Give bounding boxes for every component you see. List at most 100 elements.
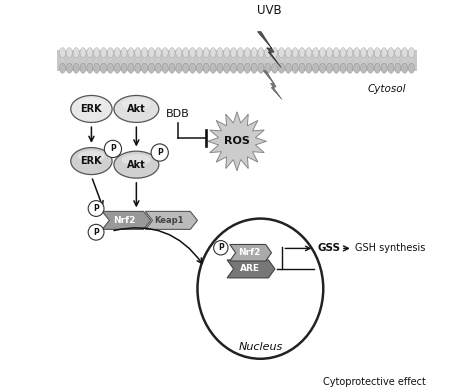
Ellipse shape [410,56,413,64]
Ellipse shape [78,151,105,162]
Ellipse shape [369,56,372,64]
Ellipse shape [273,56,276,64]
Text: P: P [93,228,99,237]
Polygon shape [146,211,198,229]
Ellipse shape [217,63,223,73]
Ellipse shape [258,63,264,73]
Ellipse shape [333,63,339,73]
Ellipse shape [128,63,134,73]
Ellipse shape [129,56,133,64]
Ellipse shape [164,56,167,64]
Ellipse shape [169,48,175,58]
Ellipse shape [114,151,159,178]
Text: P: P [157,148,163,157]
Ellipse shape [122,56,126,64]
Ellipse shape [176,48,182,58]
Ellipse shape [162,48,168,58]
Text: GSH synthesis: GSH synthesis [355,243,425,253]
Text: UVB: UVB [257,4,282,17]
Ellipse shape [361,48,366,58]
Ellipse shape [244,48,250,58]
Ellipse shape [182,48,189,58]
Ellipse shape [361,63,366,73]
Ellipse shape [143,56,146,64]
Ellipse shape [287,56,290,64]
Text: Nrf2: Nrf2 [237,248,260,257]
Ellipse shape [272,63,278,73]
Ellipse shape [327,48,332,58]
Circle shape [104,140,121,158]
Circle shape [214,241,228,255]
Ellipse shape [347,48,353,58]
Ellipse shape [135,48,141,58]
Ellipse shape [148,48,155,58]
Ellipse shape [307,56,310,64]
Ellipse shape [170,56,173,64]
Ellipse shape [121,48,127,58]
Ellipse shape [68,56,71,64]
Ellipse shape [109,56,112,64]
Text: Akt: Akt [127,104,146,114]
Ellipse shape [114,63,120,73]
Ellipse shape [210,63,216,73]
Ellipse shape [71,95,112,123]
Ellipse shape [396,56,400,64]
Ellipse shape [265,63,271,73]
Ellipse shape [114,95,159,123]
Ellipse shape [203,48,209,58]
Ellipse shape [285,48,292,58]
Text: ERK: ERK [81,104,102,114]
Ellipse shape [82,56,85,64]
Ellipse shape [100,48,107,58]
Ellipse shape [66,63,73,73]
Ellipse shape [78,99,105,110]
Ellipse shape [232,56,235,64]
Ellipse shape [388,63,394,73]
Ellipse shape [299,63,305,73]
Polygon shape [102,211,151,229]
Ellipse shape [155,63,161,73]
Ellipse shape [306,48,312,58]
Ellipse shape [184,56,187,64]
Ellipse shape [177,56,181,64]
Ellipse shape [383,56,386,64]
Ellipse shape [218,56,222,64]
FancyArrowPatch shape [114,228,202,263]
Ellipse shape [278,63,284,73]
Ellipse shape [280,56,283,64]
Ellipse shape [59,48,65,58]
Text: Keap1: Keap1 [155,216,184,225]
Ellipse shape [121,63,127,73]
Ellipse shape [94,48,100,58]
Ellipse shape [80,63,86,73]
Ellipse shape [313,48,319,58]
Ellipse shape [94,63,100,73]
Ellipse shape [142,48,147,58]
Ellipse shape [251,63,257,73]
Ellipse shape [225,56,228,64]
Ellipse shape [292,63,298,73]
Ellipse shape [114,48,120,58]
Ellipse shape [301,56,304,64]
Ellipse shape [395,48,401,58]
Ellipse shape [251,48,257,58]
Ellipse shape [148,63,155,73]
Ellipse shape [150,56,153,64]
Ellipse shape [61,56,64,64]
Ellipse shape [306,63,312,73]
Bar [57,50,417,71]
Ellipse shape [176,63,182,73]
Text: Nrf2: Nrf2 [113,216,136,225]
Ellipse shape [374,63,380,73]
Ellipse shape [266,56,270,64]
Ellipse shape [265,48,271,58]
Ellipse shape [313,63,319,73]
Ellipse shape [401,63,408,73]
Ellipse shape [87,48,93,58]
Ellipse shape [108,63,113,73]
Ellipse shape [198,56,201,64]
Ellipse shape [74,56,78,64]
Text: P: P [110,144,116,153]
Ellipse shape [321,56,324,64]
Ellipse shape [155,48,161,58]
